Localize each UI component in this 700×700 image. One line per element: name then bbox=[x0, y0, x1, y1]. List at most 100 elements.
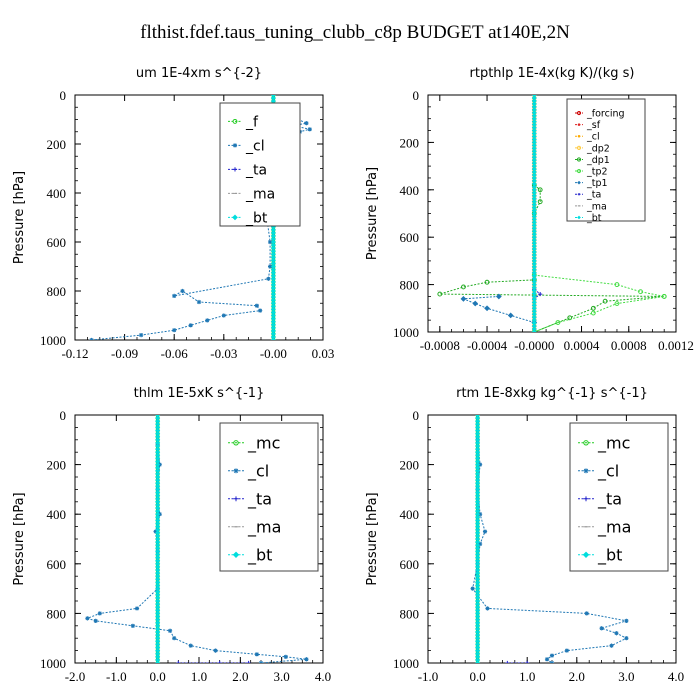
legend-label: _ta bbox=[245, 162, 267, 178]
legend-item-ma: _ma bbox=[228, 186, 275, 202]
x-tick-label: -0.09 bbox=[111, 346, 138, 361]
chart-panel-4: rtm 1E-8xkg kg^{-1} s^{-1} Pressure [hPa]… bbox=[365, 386, 684, 684]
legend-label: _cl bbox=[247, 462, 269, 482]
legend-item-tp2: _tp2 bbox=[575, 166, 608, 177]
series-line-cl bbox=[85, 444, 307, 663]
x-tick-label: 0.0008 bbox=[611, 338, 647, 353]
y-tick-label: 400 bbox=[47, 186, 67, 201]
legend-item-ta: _ta bbox=[578, 490, 622, 510]
y-tick-label: 600 bbox=[47, 235, 67, 250]
legend-label: _dp1 bbox=[586, 155, 610, 166]
data-point bbox=[590, 310, 596, 316]
legend-item-ta: _ta bbox=[228, 490, 272, 510]
legend-label: _ma bbox=[245, 186, 275, 202]
y-tick-label: 200 bbox=[400, 135, 420, 150]
data-point bbox=[304, 657, 309, 662]
y-axis-label: Pressure [hPa] bbox=[365, 167, 380, 260]
legend-label: _forcing bbox=[586, 108, 625, 119]
legend-marker bbox=[576, 145, 582, 150]
legend-item-ma: _ma bbox=[578, 518, 631, 538]
data-point bbox=[624, 618, 629, 623]
data-point bbox=[85, 616, 90, 621]
y-tick-label: 400 bbox=[47, 507, 67, 522]
legend-item-ma: _ma bbox=[575, 201, 607, 212]
legend-item-forcing: _forcing bbox=[575, 108, 625, 119]
data-point bbox=[437, 291, 443, 297]
y-tick-label: 1000 bbox=[40, 656, 66, 671]
legend-label: _dp2 bbox=[586, 143, 610, 154]
data-point bbox=[484, 305, 490, 312]
data-point bbox=[549, 653, 555, 658]
legend-item-sf: _sf bbox=[575, 120, 601, 131]
x-tick-label: 2.0 bbox=[569, 669, 585, 684]
data-point bbox=[258, 660, 264, 663]
data-point bbox=[213, 648, 218, 653]
legend-marker bbox=[232, 551, 240, 559]
series-bt bbox=[475, 415, 481, 663]
x-tick-label: -0.12 bbox=[61, 346, 88, 361]
legend-marker bbox=[232, 167, 238, 172]
data-point bbox=[470, 586, 475, 591]
legend-item-bt: _bt bbox=[578, 546, 622, 566]
data-point bbox=[93, 618, 98, 623]
legend-marker bbox=[576, 110, 582, 116]
x-tick-label: 1.0 bbox=[519, 669, 535, 684]
panels-container: um 1E-4xm s^{-2} Pressure [hPa] 0 200 400 600… bbox=[12, 66, 694, 684]
data-point bbox=[602, 298, 608, 304]
data-point bbox=[89, 337, 94, 340]
series-ta bbox=[505, 660, 530, 663]
x-tick-label: 0.0 bbox=[150, 669, 166, 684]
legend-marker bbox=[232, 143, 238, 148]
legend-item-cl: _cl bbox=[575, 132, 600, 143]
legend-marker bbox=[577, 135, 581, 138]
x-tick-label: 0.0012 bbox=[658, 338, 694, 353]
data-point bbox=[564, 648, 569, 653]
y-tick-label: 600 bbox=[400, 557, 420, 572]
data-point bbox=[196, 299, 202, 305]
data-point bbox=[482, 529, 488, 534]
data-point bbox=[307, 127, 312, 132]
y-tick-label: 200 bbox=[400, 458, 420, 473]
panel-title: rtpthlp 1E-4x(kg K)/(kg s) bbox=[470, 66, 635, 81]
panel-title: rtm 1E-8xkg kg^{-1} s^{-1} bbox=[456, 386, 648, 401]
legend-item-bt: _bt bbox=[228, 546, 272, 566]
legend-label: _ta bbox=[597, 490, 622, 510]
data-point bbox=[472, 300, 479, 307]
x-tick-label: -0.0000 bbox=[514, 338, 554, 353]
y-tick-label: 200 bbox=[47, 458, 67, 473]
x-tick-label: -1.0 bbox=[106, 669, 127, 684]
x-tick-label: 4.0 bbox=[668, 669, 684, 684]
legend-marker bbox=[577, 180, 581, 185]
y-tick-label: 800 bbox=[400, 606, 420, 621]
legend-label: _ta bbox=[247, 490, 272, 510]
y-tick-label: 200 bbox=[47, 137, 67, 152]
series-bt bbox=[531, 95, 537, 332]
legend-label: _bt bbox=[245, 210, 268, 226]
data-point bbox=[180, 288, 185, 294]
series-tp1 bbox=[460, 293, 538, 326]
data-point bbox=[507, 312, 514, 319]
series-bt bbox=[155, 415, 161, 663]
legend-label: _ma bbox=[597, 518, 631, 538]
data-point bbox=[590, 305, 596, 311]
data-point bbox=[537, 187, 543, 193]
x-tick-label: 2.0 bbox=[232, 669, 248, 684]
data-point bbox=[661, 294, 667, 299]
y-tick-label: 0 bbox=[413, 408, 420, 423]
legend-label: _cl bbox=[586, 132, 600, 143]
data-point bbox=[525, 660, 530, 663]
legend-marker bbox=[583, 496, 589, 502]
data-point bbox=[188, 323, 193, 328]
data-point bbox=[624, 636, 629, 641]
legend-label: _f bbox=[245, 114, 259, 130]
legend-item-tp1: _tp1 bbox=[575, 178, 608, 189]
legend-item-cl: _cl bbox=[228, 138, 265, 154]
data-point bbox=[614, 631, 619, 636]
legend-marker bbox=[583, 440, 589, 446]
legend-marker bbox=[233, 468, 239, 474]
legend-marker bbox=[576, 168, 582, 174]
data-point bbox=[270, 337, 276, 340]
y-tick-label: 1000 bbox=[393, 325, 419, 340]
data-point bbox=[172, 293, 177, 298]
